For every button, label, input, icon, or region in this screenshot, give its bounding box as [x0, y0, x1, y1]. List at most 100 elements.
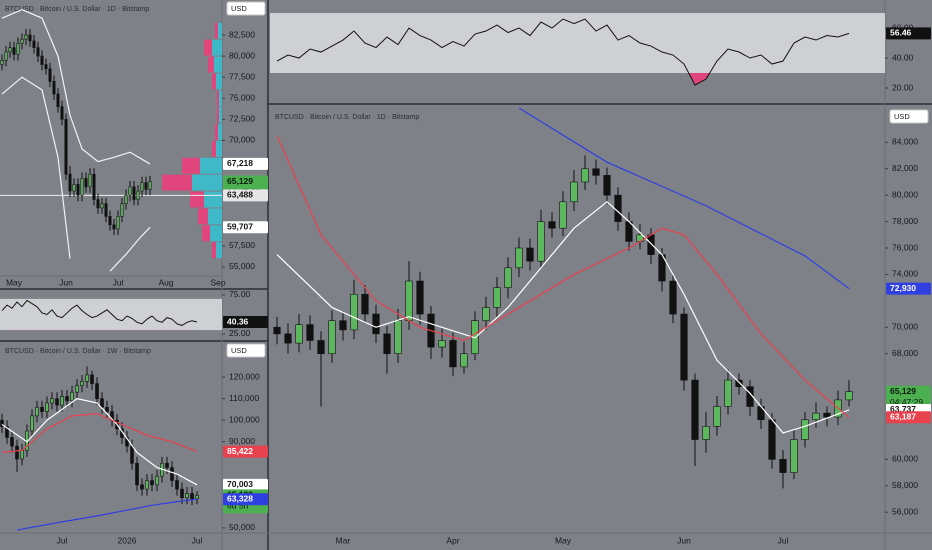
candle-body: [124, 194, 128, 205]
candle-body: [60, 396, 64, 406]
price-badge-label: 63,328: [227, 493, 253, 503]
candle-body: [328, 320, 336, 354]
price-badge: [886, 27, 931, 40]
candle-body: [55, 398, 59, 406]
candle-body: [190, 493, 194, 500]
candle-body: [570, 181, 578, 203]
candle-body: [105, 406, 109, 412]
y-tick-label: 57,500: [229, 240, 255, 250]
volume-profile-buy: [216, 73, 222, 90]
candle-body: [100, 398, 104, 408]
volume-profile-sell: [215, 22, 218, 39]
candle-body: [372, 313, 380, 335]
y-tick-label: 100,000: [229, 414, 260, 424]
y-tick-label: 84,000: [892, 137, 918, 147]
volume-profile-buy: [218, 22, 222, 39]
y-tick-label: 68,000: [892, 348, 918, 358]
candle-body: [581, 168, 589, 183]
candle-body: [823, 412, 831, 418]
candle-body: [438, 340, 446, 348]
y-tick-label: 56,000: [892, 506, 918, 516]
candle-body: [52, 81, 56, 95]
candle-body: [125, 437, 129, 447]
candle-body: [148, 181, 152, 190]
candle-body: [317, 340, 325, 354]
candle-body: [140, 484, 144, 490]
y-tick-label: 70,000: [229, 135, 255, 145]
volume-profile-sell: [198, 208, 208, 225]
candle-body: [84, 178, 88, 188]
candle-body: [680, 313, 688, 381]
rsi-line: [1, 299, 198, 326]
x-tick-label: Apr: [446, 535, 459, 545]
currency-label: USD: [894, 112, 910, 121]
volume-profile-buy: [214, 56, 222, 73]
volume-profile-buy: [204, 191, 222, 208]
moving-average: [276, 135, 850, 418]
candle-body: [175, 480, 179, 490]
candle-body: [0, 419, 4, 427]
y-tick-label: 72,500: [229, 114, 255, 124]
candle-body: [145, 480, 149, 490]
volume-profile-sell: [182, 157, 200, 174]
candle-body: [10, 437, 14, 447]
candle-body: [0, 60, 4, 65]
y-tick-label: 90,000: [229, 436, 255, 446]
y-tick-label: 75,000: [229, 93, 255, 103]
currency-button: [889, 109, 929, 124]
x-tick-label: Jul: [778, 535, 789, 545]
candle-body: [779, 459, 787, 473]
candle-body: [45, 402, 49, 412]
candle-body: [128, 186, 132, 196]
y-tick-label: 58,000: [892, 480, 918, 490]
candle-body: [65, 396, 69, 402]
y-tick-label: 76,000: [892, 242, 918, 252]
candle-body: [80, 381, 84, 387]
candle-body: [12, 47, 16, 55]
moving-average: [518, 108, 850, 290]
currency-label: USD: [231, 346, 247, 355]
candle-body: [526, 247, 534, 262]
moving-average: [1, 9, 151, 165]
price-badge: [886, 385, 931, 410]
candle-body: [195, 495, 199, 500]
price-badge-label: 65,129: [227, 176, 253, 186]
price-badge-label: 65,129: [890, 386, 916, 396]
price-badge: [223, 478, 268, 491]
candle-body: [361, 293, 369, 315]
candle-body: [76, 184, 80, 196]
price-badge-label: 85,422: [227, 446, 253, 456]
candle-body: [8, 47, 12, 53]
volume-profile-buy: [192, 174, 222, 191]
price-badge-label: 63,488: [227, 190, 253, 200]
candle-body: [64, 119, 68, 175]
candle-body: [90, 374, 94, 384]
y-tick-label: 25.00: [229, 328, 251, 338]
price-badge-label: 67,218: [227, 158, 253, 168]
y-tick-label: 82,000: [892, 163, 918, 173]
volume-profile-sell: [212, 140, 216, 157]
candle-body: [20, 38, 24, 44]
x-tick-label: Aug: [158, 277, 173, 287]
candle-body: [394, 320, 402, 354]
price-badge: [886, 411, 931, 424]
candle-body: [350, 293, 358, 331]
price-badge: [223, 493, 268, 506]
price-badge-label: 63,737: [890, 404, 916, 414]
y-tick-label: 60,000: [892, 454, 918, 464]
x-tick-label: Jul: [57, 535, 68, 545]
x-tick-label: Mar: [336, 535, 351, 545]
y-tick-label: 75.00: [229, 289, 251, 299]
y-tick-label: 80,000: [229, 50, 255, 60]
candle-body: [56, 93, 60, 108]
volume-profile-sell: [217, 107, 219, 124]
y-tick-label: 80,000: [892, 189, 918, 199]
candle-body: [801, 419, 809, 440]
candle-body: [548, 221, 556, 229]
candle-body: [713, 406, 721, 427]
candle-body: [40, 55, 44, 65]
price-badge-label: 59,707: [227, 222, 253, 232]
chart-title: BTCUSD · Bitcoin / U.S. Dollar · 1W · Bi…: [5, 348, 151, 355]
x-tick-label: 2026: [118, 535, 137, 545]
